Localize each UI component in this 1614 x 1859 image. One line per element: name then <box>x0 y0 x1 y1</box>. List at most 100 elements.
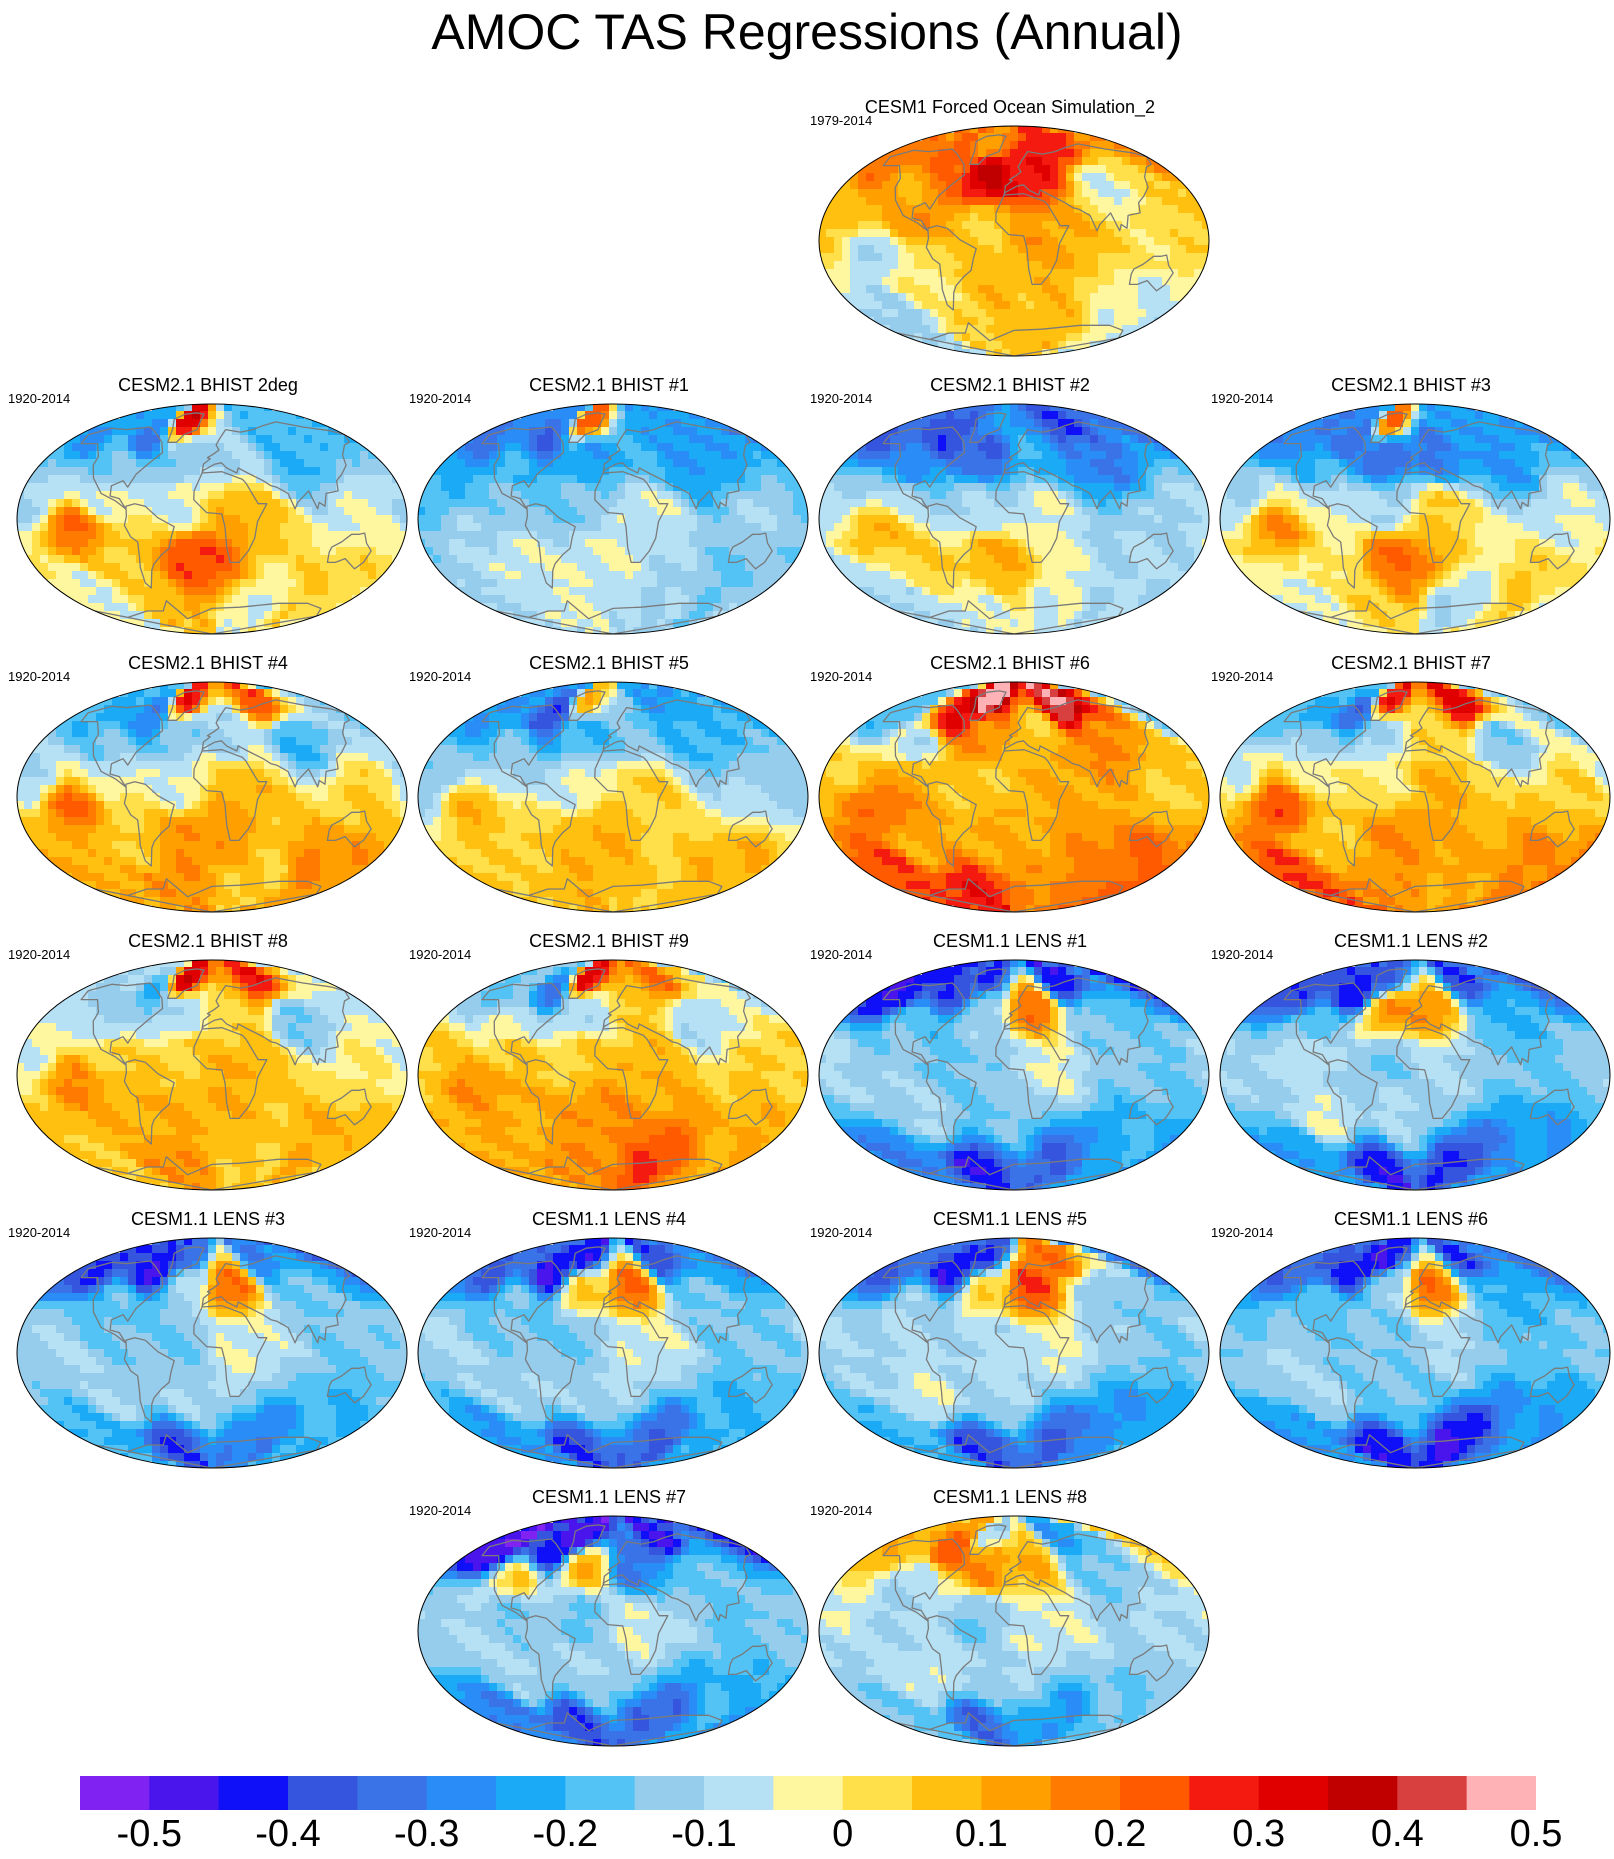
main-title: AMOC TAS Regressions (Annual) <box>0 2 1614 62</box>
coastlines <box>481 1524 773 1746</box>
panel-14: CESM1.1 LENS #4 1920-2014 <box>409 1209 809 1469</box>
map-svg <box>417 681 809 913</box>
panel-title: CESM2.1 BHIST 2deg <box>8 375 408 395</box>
map-panel <box>16 681 408 913</box>
panel-8: CESM2.1 BHIST #7 1920-2014 <box>1211 653 1611 913</box>
panel-10: CESM2.1 BHIST #9 1920-2014 <box>409 931 809 1191</box>
colorbar-swatch <box>1050 1776 1121 1810</box>
colorbar-tick-label: 0.1 <box>955 1812 1008 1856</box>
regression-field <box>418 1238 808 1468</box>
panel-period: 1920-2014 <box>8 947 70 962</box>
map-panel <box>1219 681 1611 913</box>
colorbar-swatch <box>565 1776 636 1810</box>
panel-title: CESM2.1 BHIST #4 <box>8 653 408 673</box>
coastlines <box>882 968 1174 1190</box>
map-border <box>1219 681 1611 913</box>
panel-13: CESM1.1 LENS #3 1920-2014 <box>8 1209 408 1469</box>
map-border <box>16 681 408 913</box>
panel-title: CESM1.1 LENS #2 <box>1211 931 1611 951</box>
colorbar-swatch <box>704 1776 774 1810</box>
panel-15: CESM1.1 LENS #5 1920-2014 <box>810 1209 1210 1469</box>
map-border <box>818 1237 1210 1469</box>
map-svg <box>1219 403 1611 635</box>
map-panel <box>417 1237 809 1469</box>
panel-title: CESM2.1 BHIST #7 <box>1211 653 1611 673</box>
colorbar-swatch <box>1397 1776 1468 1810</box>
map-panel <box>16 959 408 1191</box>
panel-title: CESM2.1 BHIST #9 <box>409 931 809 951</box>
coastlines <box>481 1246 773 1468</box>
panel-period: 1920-2014 <box>409 1225 471 1240</box>
map-svg <box>16 681 408 913</box>
panel-4: CESM2.1 BHIST #3 1920-2014 <box>1211 375 1611 635</box>
map-svg <box>16 403 408 635</box>
colorbar-tick-label: -0.2 <box>533 1812 598 1856</box>
map-panel <box>417 681 809 913</box>
panel-period: 1920-2014 <box>1211 947 1273 962</box>
panel-6: CESM2.1 BHIST #5 1920-2014 <box>409 653 809 913</box>
map-panel <box>818 403 1210 635</box>
map-panel <box>818 681 1210 913</box>
panel-0: CESM1 Forced Ocean Simulation_2 1979-201… <box>810 97 1210 357</box>
colorbar-swatch <box>842 1776 913 1810</box>
panel-period: 1920-2014 <box>810 1225 872 1240</box>
regression-field <box>819 682 1209 912</box>
map-border <box>417 681 809 913</box>
colorbar-swatch <box>1120 1776 1190 1810</box>
map-panel <box>417 1515 809 1747</box>
regression-field <box>17 960 407 1190</box>
coastlines <box>882 690 1174 912</box>
map-border <box>417 1515 809 1747</box>
map-svg <box>818 1515 1210 1747</box>
panel-period: 1920-2014 <box>409 947 471 962</box>
map-border <box>417 403 809 635</box>
coastlines <box>882 1524 1174 1746</box>
map-border <box>818 959 1210 1191</box>
colorbar-swatch <box>981 1776 1052 1810</box>
panel-title: CESM2.1 BHIST #6 <box>810 653 1210 673</box>
colorbar-tick-label: -0.1 <box>671 1812 736 1856</box>
panel-18: CESM1.1 LENS #8 1920-2014 <box>810 1487 1210 1747</box>
map-border <box>1219 403 1611 635</box>
panel-title: CESM1.1 LENS #4 <box>409 1209 809 1229</box>
panel-period: 1920-2014 <box>810 669 872 684</box>
coastlines <box>80 968 372 1190</box>
panel-5: CESM2.1 BHIST #4 1920-2014 <box>8 653 408 913</box>
map-svg <box>16 1237 408 1469</box>
map-panel <box>1219 1237 1611 1469</box>
panel-period: 1920-2014 <box>810 1503 872 1518</box>
map-svg <box>818 403 1210 635</box>
coastlines <box>80 1246 372 1468</box>
map-border <box>818 1515 1210 1747</box>
map-svg <box>417 959 809 1191</box>
colorbar-swatch <box>1466 1776 1537 1810</box>
map-svg <box>16 959 408 1191</box>
coastlines <box>80 690 372 912</box>
coastlines <box>481 412 773 634</box>
map-svg <box>417 1237 809 1469</box>
colorbar-swatch <box>496 1776 566 1810</box>
panel-title: CESM1.1 LENS #8 <box>810 1487 1210 1507</box>
panel-title: CESM1.1 LENS #5 <box>810 1209 1210 1229</box>
panel-7: CESM2.1 BHIST #6 1920-2014 <box>810 653 1210 913</box>
panel-title: CESM2.1 BHIST #1 <box>409 375 809 395</box>
colorbar-svg <box>80 1776 1537 1810</box>
regression-field <box>819 1516 1209 1746</box>
map-panel <box>818 1515 1210 1747</box>
map-panel <box>818 959 1210 1191</box>
panel-title: CESM1.1 LENS #7 <box>409 1487 809 1507</box>
panel-1: CESM2.1 BHIST 2deg 1920-2014 <box>8 375 408 635</box>
colorbar-swatch <box>634 1776 705 1810</box>
panel-title: CESM1.1 LENS #1 <box>810 931 1210 951</box>
panel-title: CESM2.1 BHIST #3 <box>1211 375 1611 395</box>
panel-title: CESM1 Forced Ocean Simulation_2 <box>810 97 1210 117</box>
colorbar-tick-label: -0.3 <box>394 1812 459 1856</box>
colorbar-tick-label: -0.5 <box>117 1812 182 1856</box>
coastlines <box>481 968 773 1190</box>
panel-title: CESM1.1 LENS #6 <box>1211 1209 1611 1229</box>
colorbar <box>80 1776 1537 1810</box>
map-svg <box>1219 681 1611 913</box>
coastlines <box>1283 1246 1575 1468</box>
map-border <box>818 403 1210 635</box>
regression-field <box>1220 960 1610 1190</box>
